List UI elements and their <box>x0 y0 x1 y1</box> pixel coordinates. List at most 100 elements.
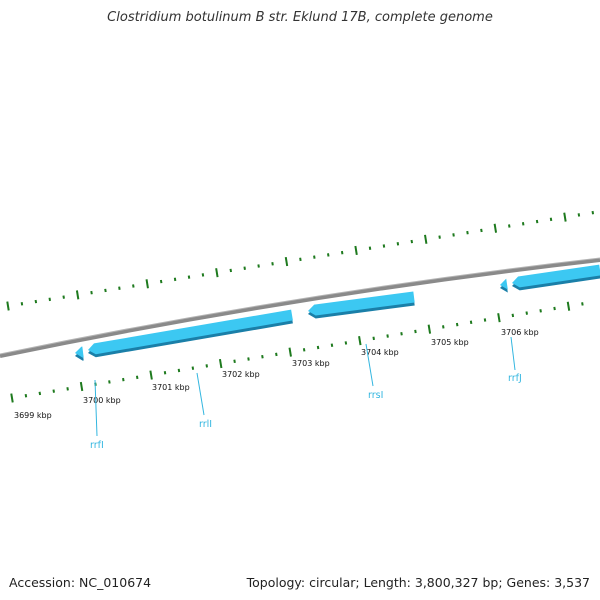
inner-tick <box>330 343 334 347</box>
gene-leader-line <box>94 379 98 437</box>
gene-leader-line <box>196 372 205 416</box>
kbp-label: 3702 kbp <box>222 370 260 379</box>
inner-tick <box>581 302 584 306</box>
outer-tick <box>313 255 316 259</box>
outer-tick <box>20 302 24 306</box>
kbp-label: 3701 kbp <box>152 383 190 392</box>
inner-tick <box>539 309 542 313</box>
inner-tick <box>344 341 348 345</box>
gene-arrow-rrfi <box>75 346 84 358</box>
backbone-highlight <box>0 257 600 355</box>
outer-tick <box>521 222 525 226</box>
inner-tick <box>205 364 209 368</box>
outer-tick <box>34 299 38 304</box>
inner-tick <box>108 380 111 384</box>
outer-tick <box>368 246 372 250</box>
gene-leader-line <box>365 343 374 387</box>
outer-tick <box>201 273 205 277</box>
inner-tick <box>66 387 69 391</box>
inner-tick <box>469 320 473 325</box>
topology-summary: Topology: circular; Length: 3,800,327 bp… <box>246 575 590 590</box>
kbp-label: 3706 kbp <box>501 328 539 337</box>
inner-tick <box>566 301 571 311</box>
outer-tick <box>563 212 567 222</box>
inner-tick <box>511 313 515 318</box>
gene-track <box>75 264 600 361</box>
inner-tick <box>302 348 306 352</box>
gene-arrow-rrfj <box>500 278 508 290</box>
outer-tick <box>229 268 233 273</box>
inner-tick <box>455 322 459 327</box>
inner-tick <box>233 359 236 364</box>
outer-tick <box>187 275 191 279</box>
inner-tick <box>288 347 292 357</box>
gene-arrow-rrli <box>88 309 293 355</box>
outer-tick <box>508 224 511 228</box>
outer-tick <box>257 264 260 268</box>
outer-tick-ring <box>6 210 595 311</box>
inner-tick <box>218 358 223 369</box>
gene-leader-line <box>510 336 516 371</box>
inner-tick <box>414 329 417 334</box>
outer-tick <box>591 210 595 215</box>
inner-tick <box>261 354 264 359</box>
inner-tick-ring <box>10 301 584 403</box>
outer-tick <box>215 268 219 278</box>
outer-tick <box>243 266 246 270</box>
inner-tick <box>191 366 195 370</box>
outer-tick <box>104 288 107 293</box>
outer-tick <box>493 223 498 233</box>
outer-tick <box>424 234 428 244</box>
outer-tick <box>6 301 10 311</box>
outer-tick <box>159 279 163 284</box>
outer-tick <box>327 253 330 257</box>
inner-tick <box>247 357 250 361</box>
inner-tick <box>372 336 375 341</box>
inner-tick <box>427 324 432 334</box>
kbp-label-group: 3699 kbp 3700 kbp 3701 kbp 3702 kbp 3703 kbp… <box>14 328 539 420</box>
gene-label-rrsi: rrsI <box>368 390 383 401</box>
outer-tick <box>340 250 344 255</box>
outer-tick <box>452 233 455 237</box>
gene-arrow-rrsi <box>308 291 415 316</box>
genome-backbone <box>0 257 600 358</box>
inner-tick <box>497 313 501 323</box>
genome-title: Clostridium botulinum B str. Eklund 17B,… <box>107 10 493 25</box>
backbone-line <box>0 258 600 358</box>
inner-tick <box>275 352 278 357</box>
outer-tick <box>145 279 149 289</box>
outer-tick <box>535 219 539 224</box>
outer-tick <box>90 290 93 295</box>
outer-tick <box>75 290 80 300</box>
inner-tick <box>386 334 389 338</box>
inner-tick <box>553 306 556 311</box>
outer-tick <box>354 245 358 256</box>
kbp-label: 3704 kbp <box>361 348 399 357</box>
gene-label-group: rrfI rrlI rrsI rrfJ <box>90 336 522 451</box>
inner-tick <box>177 368 181 373</box>
inner-tick <box>442 325 445 329</box>
outer-tick <box>438 235 441 239</box>
inner-tick <box>400 332 403 336</box>
gene-arrow-gene-5 <box>512 264 600 288</box>
outer-tick <box>480 228 483 233</box>
inner-tick <box>358 336 362 346</box>
inner-tick <box>52 389 55 393</box>
inner-tick <box>135 375 139 380</box>
gene-label-rrli: rrlI <box>199 419 212 430</box>
kbp-label: 3699 kbp <box>14 411 52 420</box>
inner-tick <box>149 370 153 380</box>
outer-tick <box>410 239 414 244</box>
outer-tick <box>299 257 302 262</box>
outer-tick <box>173 277 177 282</box>
accession-label: Accession: NC_010674 <box>9 575 152 590</box>
kbp-label: 3703 kbp <box>292 359 330 368</box>
gene-label-rrfj: rrfJ <box>508 373 522 384</box>
outer-tick <box>466 230 469 235</box>
inner-tick <box>483 318 487 322</box>
gene-label-rrfi: rrfI <box>90 440 104 451</box>
outer-tick <box>271 262 274 266</box>
outer-tick <box>549 217 553 222</box>
inner-tick <box>163 371 167 375</box>
